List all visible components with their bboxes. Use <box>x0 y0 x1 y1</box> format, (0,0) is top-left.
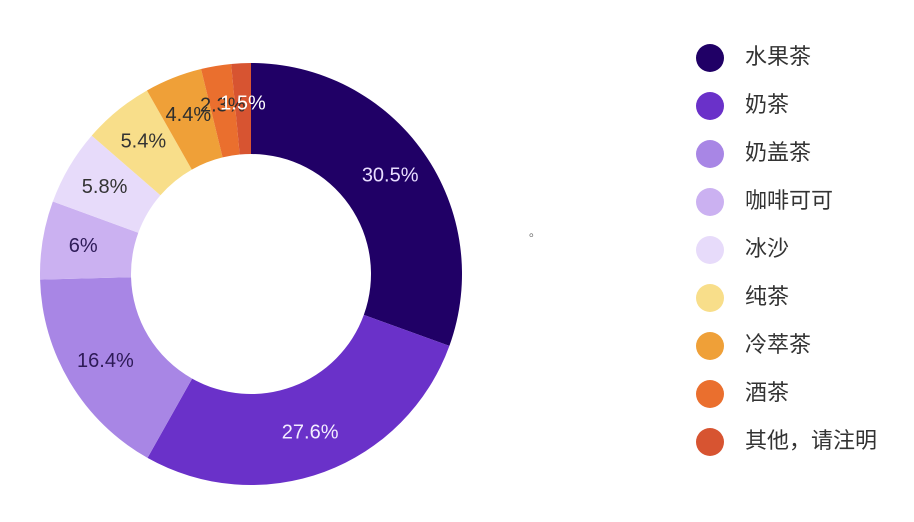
slice-9 <box>231 63 251 155</box>
slice-6 <box>91 90 192 196</box>
slice-label-6: 5.4% <box>121 131 167 153</box>
slice-4 <box>39 201 139 280</box>
legend-label-4: 咖啡可可 <box>745 189 833 214</box>
legend-label-7: 冷萃茶 <box>745 333 811 358</box>
legend-label-9: 其他，请注明 <box>745 429 877 454</box>
slice-7 <box>146 68 223 170</box>
legend-marker-9 <box>696 428 724 456</box>
slice-2 <box>147 314 450 485</box>
slice-5 <box>52 135 161 233</box>
legend-marker-5 <box>696 236 724 264</box>
small-mark: 。 <box>529 225 541 239</box>
slice-label-5: 5.8% <box>82 176 128 198</box>
legend-marker-6 <box>696 284 724 312</box>
slice-label-9: 1.5% <box>220 92 266 114</box>
chart-slice-labels: 30.5% 27.6% 16.4% 6% 5.8% 5.4% 4.4%2.3%1.5% <box>69 92 419 443</box>
legend-marker-2 <box>696 92 724 120</box>
chart-slices <box>39 63 462 485</box>
slice-label-3: 16.4% <box>77 350 134 372</box>
slice-8 <box>201 63 240 158</box>
slice-label-4: 6% <box>69 235 98 257</box>
legend-marker-1 <box>696 44 724 72</box>
legend-marker-7 <box>696 332 724 360</box>
legend-marker-3 <box>696 140 724 168</box>
legend-label-1: 水果茶 <box>745 45 811 70</box>
slice-label-7: 4.4% <box>166 104 212 126</box>
legend-label-2: 奶茶 <box>745 93 789 118</box>
slice-label-2: 27.6% <box>282 422 339 444</box>
slice-1 <box>251 63 462 346</box>
legend-label-3: 奶盖茶 <box>745 141 811 166</box>
slice-label-1: 30.5% <box>362 165 419 187</box>
legend-marker-4 <box>696 188 724 216</box>
slice-label-8: 2.3% <box>200 95 246 117</box>
legend-label-8: 酒茶 <box>745 381 789 406</box>
legend-label-5: 冰沙 <box>745 237 789 262</box>
legend-marker-8 <box>696 380 724 408</box>
slice-3 <box>40 277 193 458</box>
legend-label-6: 纯茶 <box>745 285 789 310</box>
